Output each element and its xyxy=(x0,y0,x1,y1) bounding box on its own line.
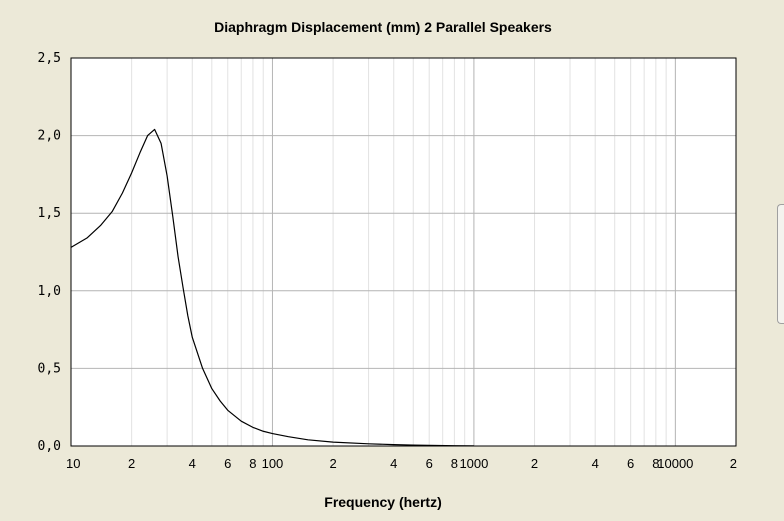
chart-title: Diaphragm Displacement (mm) 2 Parallel S… xyxy=(214,19,552,35)
x-tick-label: 8 xyxy=(249,456,256,471)
x-tick-label: 8 xyxy=(652,456,659,471)
y-tick-label: 1,5 xyxy=(38,206,61,221)
y-tick-label: 0,0 xyxy=(38,439,61,454)
x-tick-label: 10000 xyxy=(657,456,693,471)
x-tick-label: 4 xyxy=(390,456,397,471)
plot-border xyxy=(70,57,737,447)
y-tick-label: 0,5 xyxy=(38,361,61,376)
grid-lines xyxy=(71,58,736,446)
series-layer xyxy=(70,128,474,447)
x-axis-label: Frequency (hertz) xyxy=(324,494,441,510)
x-tick-label: 2 xyxy=(128,456,135,471)
x-tick-label: 4 xyxy=(189,456,196,471)
window-resize-handle[interactable] xyxy=(777,204,784,324)
x-tick-label: 6 xyxy=(627,456,634,471)
x-tick-label: 6 xyxy=(426,456,433,471)
series-line xyxy=(70,128,474,447)
x-tick-label: 6 xyxy=(224,456,231,471)
y-axis-ticks: 0,0 0,5 1,0 1,5 2,0 2,5 xyxy=(38,51,61,454)
y-tick-label: 1,0 xyxy=(38,284,61,299)
plot-area xyxy=(71,58,736,446)
x-tick-label: 2 xyxy=(531,456,538,471)
y-tick-label: 2,0 xyxy=(38,129,61,144)
x-tick-label: 2 xyxy=(730,456,737,471)
x-tick-label: 2 xyxy=(329,456,336,471)
x-tick-label: 1000 xyxy=(459,456,488,471)
x-tick-label: 10 xyxy=(66,456,80,471)
x-tick-label: 100 xyxy=(262,456,284,471)
y-tick-label: 2,5 xyxy=(38,51,61,66)
x-tick-label: 8 xyxy=(451,456,458,471)
x-tick-label: 4 xyxy=(592,456,599,471)
